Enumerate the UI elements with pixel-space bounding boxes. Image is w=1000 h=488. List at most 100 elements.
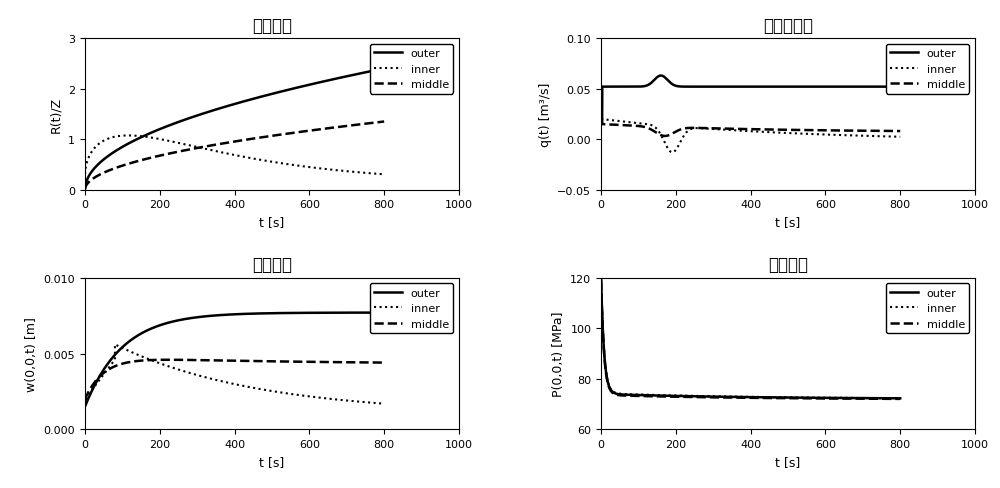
Y-axis label: w(0,0,t) [m]: w(0,0,t) [m] <box>25 316 38 391</box>
outer <box>221 312 233 318</box>
Legend: outer, inner, middle: outer, inner, middle <box>886 284 969 334</box>
inner <box>369 171 381 177</box>
inner <box>296 164 308 170</box>
Title: 井筒压力: 井筒压力 <box>768 256 808 274</box>
outer <box>870 84 882 90</box>
inner <box>109 342 121 347</box>
inner <box>885 134 897 140</box>
middle <box>885 129 897 135</box>
inner <box>723 128 735 134</box>
middle <box>595 278 607 284</box>
middle <box>296 129 308 135</box>
Line: outer: outer <box>601 76 900 120</box>
inner <box>894 395 906 401</box>
Line: inner: inner <box>85 345 384 404</box>
Line: inner: inner <box>601 279 900 398</box>
inner <box>122 133 134 139</box>
outer <box>723 84 735 90</box>
outer <box>812 395 824 401</box>
inner <box>723 394 735 400</box>
Line: middle: middle <box>601 281 900 399</box>
inner <box>870 134 882 140</box>
outer <box>79 186 91 192</box>
middle <box>870 129 882 135</box>
inner <box>378 401 390 407</box>
Title: 入口流入量: 入口流入量 <box>763 17 813 35</box>
outer <box>378 310 390 316</box>
middle <box>207 358 219 364</box>
Y-axis label: R(t)/Z: R(t)/Z <box>50 97 63 133</box>
outer <box>378 66 390 72</box>
inner <box>354 399 366 405</box>
middle <box>369 360 381 366</box>
inner <box>894 135 906 141</box>
outer <box>721 394 733 400</box>
middle <box>721 126 733 132</box>
X-axis label: t [s]: t [s] <box>259 216 285 228</box>
middle <box>221 358 233 364</box>
inner <box>885 395 897 401</box>
middle <box>723 395 735 401</box>
inner <box>79 396 91 402</box>
Legend: outer, inner, middle: outer, inner, middle <box>886 44 969 95</box>
outer <box>354 71 366 77</box>
inner <box>378 172 390 178</box>
inner <box>354 170 366 176</box>
middle <box>207 143 219 149</box>
middle <box>79 187 91 193</box>
middle <box>737 395 749 401</box>
Line: inner: inner <box>85 136 384 175</box>
inner <box>369 400 381 406</box>
Line: outer: outer <box>85 69 384 189</box>
outer <box>885 84 897 90</box>
Line: outer: outer <box>85 313 384 407</box>
outer <box>885 395 897 401</box>
outer <box>207 108 219 114</box>
outer <box>655 73 667 79</box>
middle <box>369 121 381 126</box>
outer <box>812 84 824 90</box>
middle <box>163 357 175 363</box>
inner <box>721 128 733 134</box>
middle <box>659 134 671 140</box>
middle <box>378 120 390 125</box>
Y-axis label: q(t) [m³/s]: q(t) [m³/s] <box>539 82 552 147</box>
inner <box>666 150 678 156</box>
outer <box>894 396 906 402</box>
Line: inner: inner <box>601 120 900 153</box>
inner <box>737 394 749 400</box>
inner <box>595 117 607 122</box>
middle <box>737 127 749 133</box>
middle <box>885 396 897 402</box>
inner <box>595 276 607 282</box>
middle <box>354 122 366 128</box>
Legend: outer, inner, middle: outer, inner, middle <box>370 44 453 95</box>
outer <box>354 310 366 316</box>
X-axis label: t [s]: t [s] <box>775 455 801 468</box>
inner <box>207 148 219 154</box>
outer <box>207 313 219 319</box>
middle <box>378 360 390 366</box>
inner <box>296 393 308 399</box>
outer <box>721 84 733 90</box>
inner <box>205 148 217 154</box>
outer <box>595 117 607 122</box>
inner <box>221 380 233 386</box>
outer <box>894 84 906 90</box>
middle <box>354 360 366 366</box>
middle <box>296 359 308 365</box>
Line: middle: middle <box>85 122 384 190</box>
Y-axis label: P(0,0,t) [MPa]: P(0,0,t) [MPa] <box>552 311 565 396</box>
outer <box>296 310 308 316</box>
X-axis label: t [s]: t [s] <box>259 455 285 468</box>
middle <box>723 126 735 132</box>
outer <box>737 394 749 400</box>
outer <box>205 109 217 115</box>
Title: 裂缝宽度: 裂缝宽度 <box>252 256 292 274</box>
inner <box>812 395 824 401</box>
outer <box>79 404 91 409</box>
inner <box>812 132 824 138</box>
middle <box>721 395 733 401</box>
Title: 裂缝半径: 裂缝半径 <box>252 17 292 35</box>
outer <box>205 313 217 319</box>
